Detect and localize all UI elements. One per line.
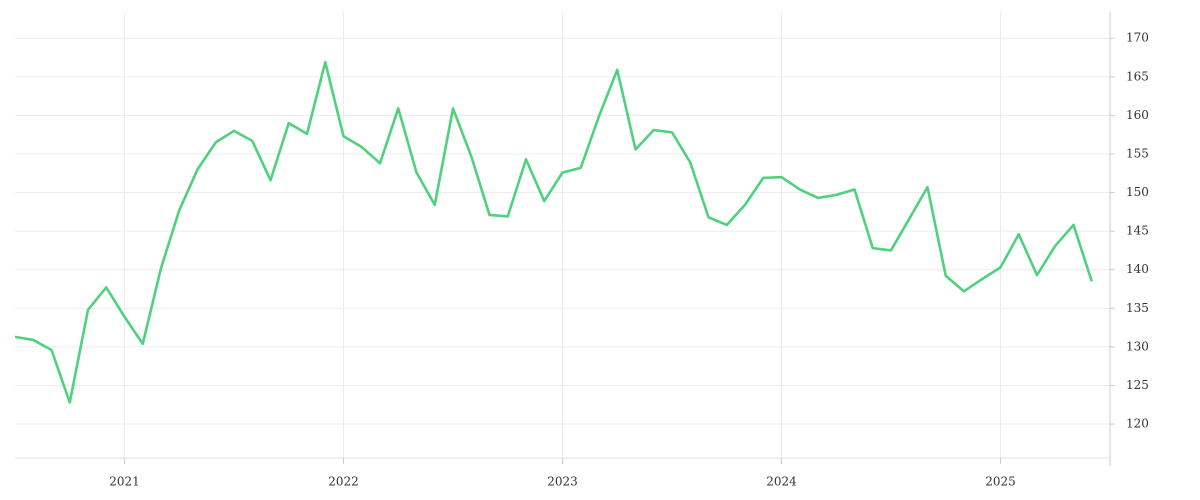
y-tick-label: 140 (1126, 262, 1149, 276)
y-tick-label: 120 (1126, 417, 1149, 431)
x-tick-label: 2021 (109, 475, 140, 489)
y-tick-label: 160 (1126, 108, 1149, 122)
y-tick-label: 145 (1126, 224, 1149, 238)
x-tick-label: 2024 (766, 475, 797, 489)
y-tick-label: 165 (1126, 69, 1149, 83)
y-tick-label: 170 (1126, 31, 1149, 45)
line-series (14, 60, 1093, 404)
y-tick-label: 125 (1126, 378, 1149, 392)
x-tick-label: 2025 (985, 475, 1016, 489)
y-tick-label: 135 (1126, 301, 1149, 315)
x-tick-label: 2023 (547, 475, 578, 489)
x-tick-label: 2022 (328, 475, 359, 489)
y-tick-label: 150 (1126, 185, 1149, 199)
y-tick-label: 130 (1126, 339, 1149, 353)
y-tick-label: 155 (1126, 146, 1149, 160)
